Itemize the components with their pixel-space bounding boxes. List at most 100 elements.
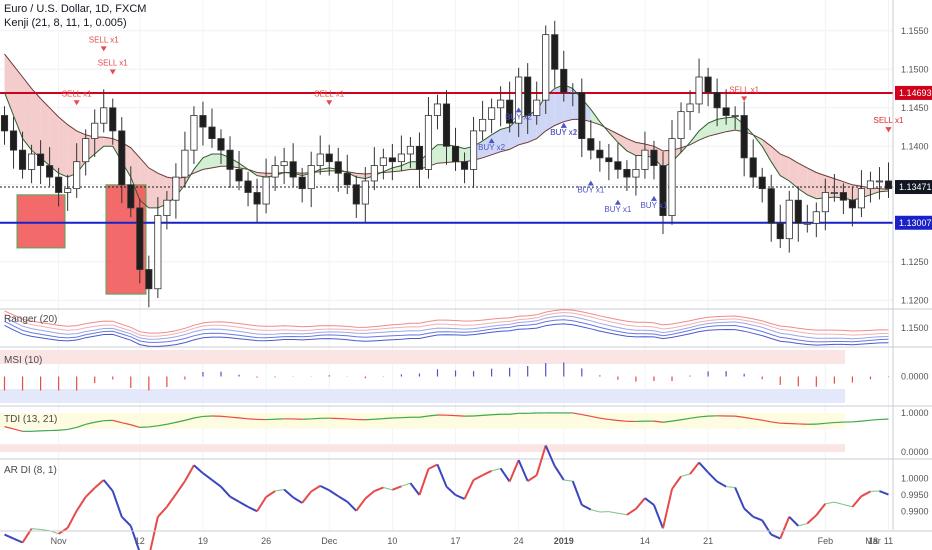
- candle: [397, 153, 405, 163]
- tdi-line-segment: [76, 423, 86, 428]
- candle: [704, 76, 712, 93]
- tdi-line-segment: [175, 419, 186, 423]
- candle: [506, 99, 514, 124]
- candle: [163, 199, 171, 216]
- y-tick-label: 1.1450: [901, 103, 929, 113]
- cloud-segment: [509, 117, 519, 150]
- signal-label: SELL x1: [314, 89, 344, 98]
- y-tick-label: 1.1550: [901, 26, 929, 36]
- sell-arrow-icon: [741, 96, 748, 102]
- cloud-segment: [49, 107, 59, 174]
- candle: [145, 269, 153, 290]
- cloud-segment: [392, 165, 402, 172]
- cloud-segment: [491, 129, 501, 155]
- candle: [533, 99, 541, 116]
- candle: [361, 180, 369, 205]
- ardi-line-segment: [111, 490, 123, 518]
- ranger-line: [4, 315, 889, 340]
- ardi-line-segment: [220, 486, 231, 498]
- msi-label: MSI (10): [4, 355, 43, 366]
- tdi-line-segment: [590, 415, 600, 419]
- ardi-line-segment: [825, 501, 835, 505]
- y-tick-label: 1.1250: [901, 257, 929, 267]
- candle: [677, 111, 685, 140]
- ardi-line-segment: [834, 501, 844, 505]
- cloud-segment: [40, 98, 50, 166]
- ardi-line-segment: [473, 474, 484, 481]
- tdi-line-segment: [85, 421, 95, 425]
- tdi-line-segment: [744, 416, 754, 420]
- candle: [551, 34, 559, 70]
- candle: [794, 199, 802, 224]
- ardi-line-segment: [491, 467, 501, 472]
- x-tick-label: Dec: [321, 536, 338, 546]
- cloud-segment: [789, 157, 799, 189]
- ardi-line-segment: [517, 459, 529, 482]
- ardi-line-segment: [256, 496, 267, 512]
- cloud-segment: [58, 117, 68, 178]
- cloud-segment: [482, 134, 492, 158]
- cloud-segment: [202, 154, 212, 170]
- ardi-line-segment: [102, 479, 114, 492]
- x-tick-label: Mar: [865, 536, 881, 546]
- candle: [641, 149, 649, 170]
- tdi-line-segment: [220, 415, 231, 418]
- ardi-line-segment: [265, 490, 276, 498]
- tdi-line-segment: [148, 425, 158, 428]
- ardi-line-segment: [734, 487, 746, 509]
- tdi-line-segment: [428, 414, 438, 417]
- cloud-segment: [31, 88, 41, 158]
- tdi-line-segment: [94, 420, 104, 423]
- ranger-line: [4, 323, 889, 347]
- tdi-line-segment: [653, 420, 664, 423]
- candle: [596, 149, 604, 159]
- tdi-line-segment: [383, 417, 393, 420]
- cloud-segment: [617, 133, 627, 151]
- tdi-line-segment: [572, 412, 582, 416]
- x-tick-label: Nov: [51, 536, 68, 546]
- tdi-label: TDI (13, 21): [4, 414, 58, 425]
- tdi-line-segment: [166, 421, 177, 425]
- candle: [37, 153, 45, 166]
- ardi-line-segment: [571, 480, 583, 506]
- candle: [569, 92, 577, 94]
- candle: [316, 153, 324, 166]
- tdi-line-segment: [689, 416, 700, 419]
- ranger-label: Ranger (20): [4, 314, 58, 325]
- buy-arrow-icon: [515, 107, 522, 113]
- candle: [713, 92, 721, 109]
- ardi-line-segment: [716, 480, 727, 488]
- ardi-line-segment: [761, 519, 773, 536]
- ardi-line-segment: [121, 516, 132, 527]
- tdi-line-segment: [861, 419, 871, 422]
- candle: [334, 161, 342, 174]
- ardi-line-segment: [779, 516, 791, 539]
- candle: [154, 215, 162, 290]
- candle: [262, 176, 270, 205]
- candle: [100, 107, 108, 124]
- candle: [253, 192, 261, 205]
- candle: [190, 115, 198, 151]
- buy-arrow-icon: [587, 180, 594, 186]
- candle: [442, 103, 451, 147]
- level-tag: [895, 215, 932, 230]
- cloud-segment: [193, 157, 203, 174]
- candle: [749, 157, 757, 178]
- candle: [839, 192, 847, 201]
- ardi-line-segment: [770, 533, 781, 540]
- signal-label: BUY x1: [577, 186, 605, 195]
- candle: [803, 222, 811, 225]
- candle: [497, 99, 505, 109]
- ardi-line-segment: [292, 496, 303, 504]
- candle: [64, 188, 72, 193]
- ardi-line-segment: [392, 485, 402, 491]
- candle: [181, 149, 189, 178]
- level-tag: [895, 85, 932, 100]
- cloud-segment: [148, 167, 158, 208]
- candle: [352, 184, 360, 205]
- cloud-segment: [717, 117, 727, 134]
- ardi-line-segment: [644, 497, 655, 506]
- chart-title: Euro / U.S. Dollar, 1D, FXCM: [4, 3, 147, 15]
